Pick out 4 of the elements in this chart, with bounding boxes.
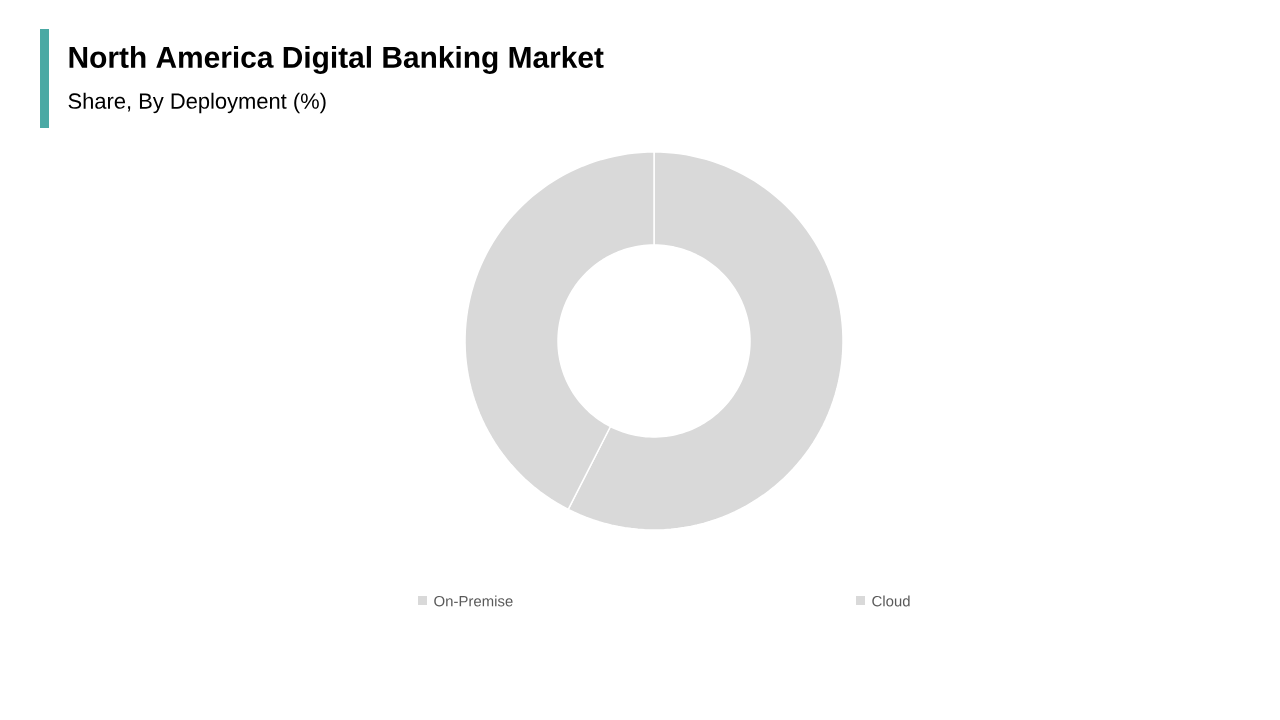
chart-title: North America Digital Banking Market [69, 45, 604, 74]
text: Share, By Deployment (%) [68, 92, 326, 114]
legend-label: On-Premise [434, 595, 513, 607]
legend-label: Cloud [872, 595, 910, 607]
